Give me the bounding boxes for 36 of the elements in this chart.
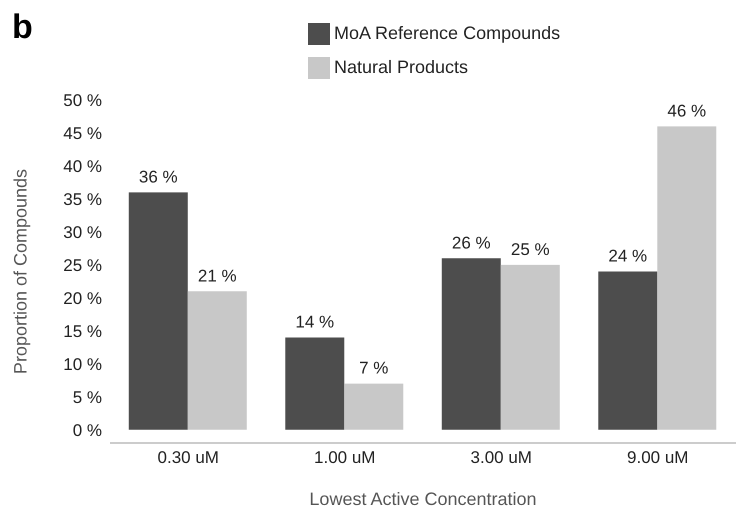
y-tick-label: 45 % (63, 124, 102, 144)
y-tick-label: 35 % (63, 190, 102, 209)
data-label: 21 % (198, 266, 237, 286)
data-label: 36 % (138, 167, 178, 186)
bar (500, 264, 560, 430)
data-label: 25 % (510, 240, 550, 259)
y-tick-label: 5 % (72, 388, 102, 407)
x-tick-label: 9.00 uM (627, 448, 688, 468)
y-axis-title: Proportion of Compounds (10, 168, 30, 374)
data-label: 46 % (667, 101, 706, 120)
legend-label: Natural Products (334, 57, 468, 77)
y-tick-label: 30 % (63, 222, 102, 242)
data-label: 14 % (295, 312, 334, 332)
y-tick-label: 20 % (63, 288, 102, 308)
bar (344, 384, 404, 430)
bar (188, 291, 247, 430)
data-label: 7 % (359, 358, 388, 378)
y-tick-label: 15 % (63, 322, 102, 341)
bar (442, 258, 501, 430)
bar (657, 126, 716, 430)
x-tick-label: 1.00 uM (314, 448, 376, 468)
y-tick-label: 0 % (72, 420, 102, 440)
x-axis-title: Lowest Active Concentration (309, 489, 537, 509)
y-tick-label: 10 % (63, 354, 102, 374)
data-label: 26 % (452, 233, 491, 252)
bar (598, 272, 658, 430)
bar (285, 337, 344, 430)
y-tick-label: 40 % (63, 156, 102, 176)
data-label: 24 % (608, 246, 648, 266)
x-tick-label: 3.00 uM (470, 448, 532, 468)
bar (128, 192, 188, 430)
legend-label: MoA Reference Compounds (334, 23, 560, 43)
y-tick-label: 50 % (63, 91, 102, 110)
x-tick-label: 0.30 uM (158, 448, 219, 468)
y-tick-label: 25 % (63, 256, 102, 275)
chart-title: b (12, 8, 33, 47)
